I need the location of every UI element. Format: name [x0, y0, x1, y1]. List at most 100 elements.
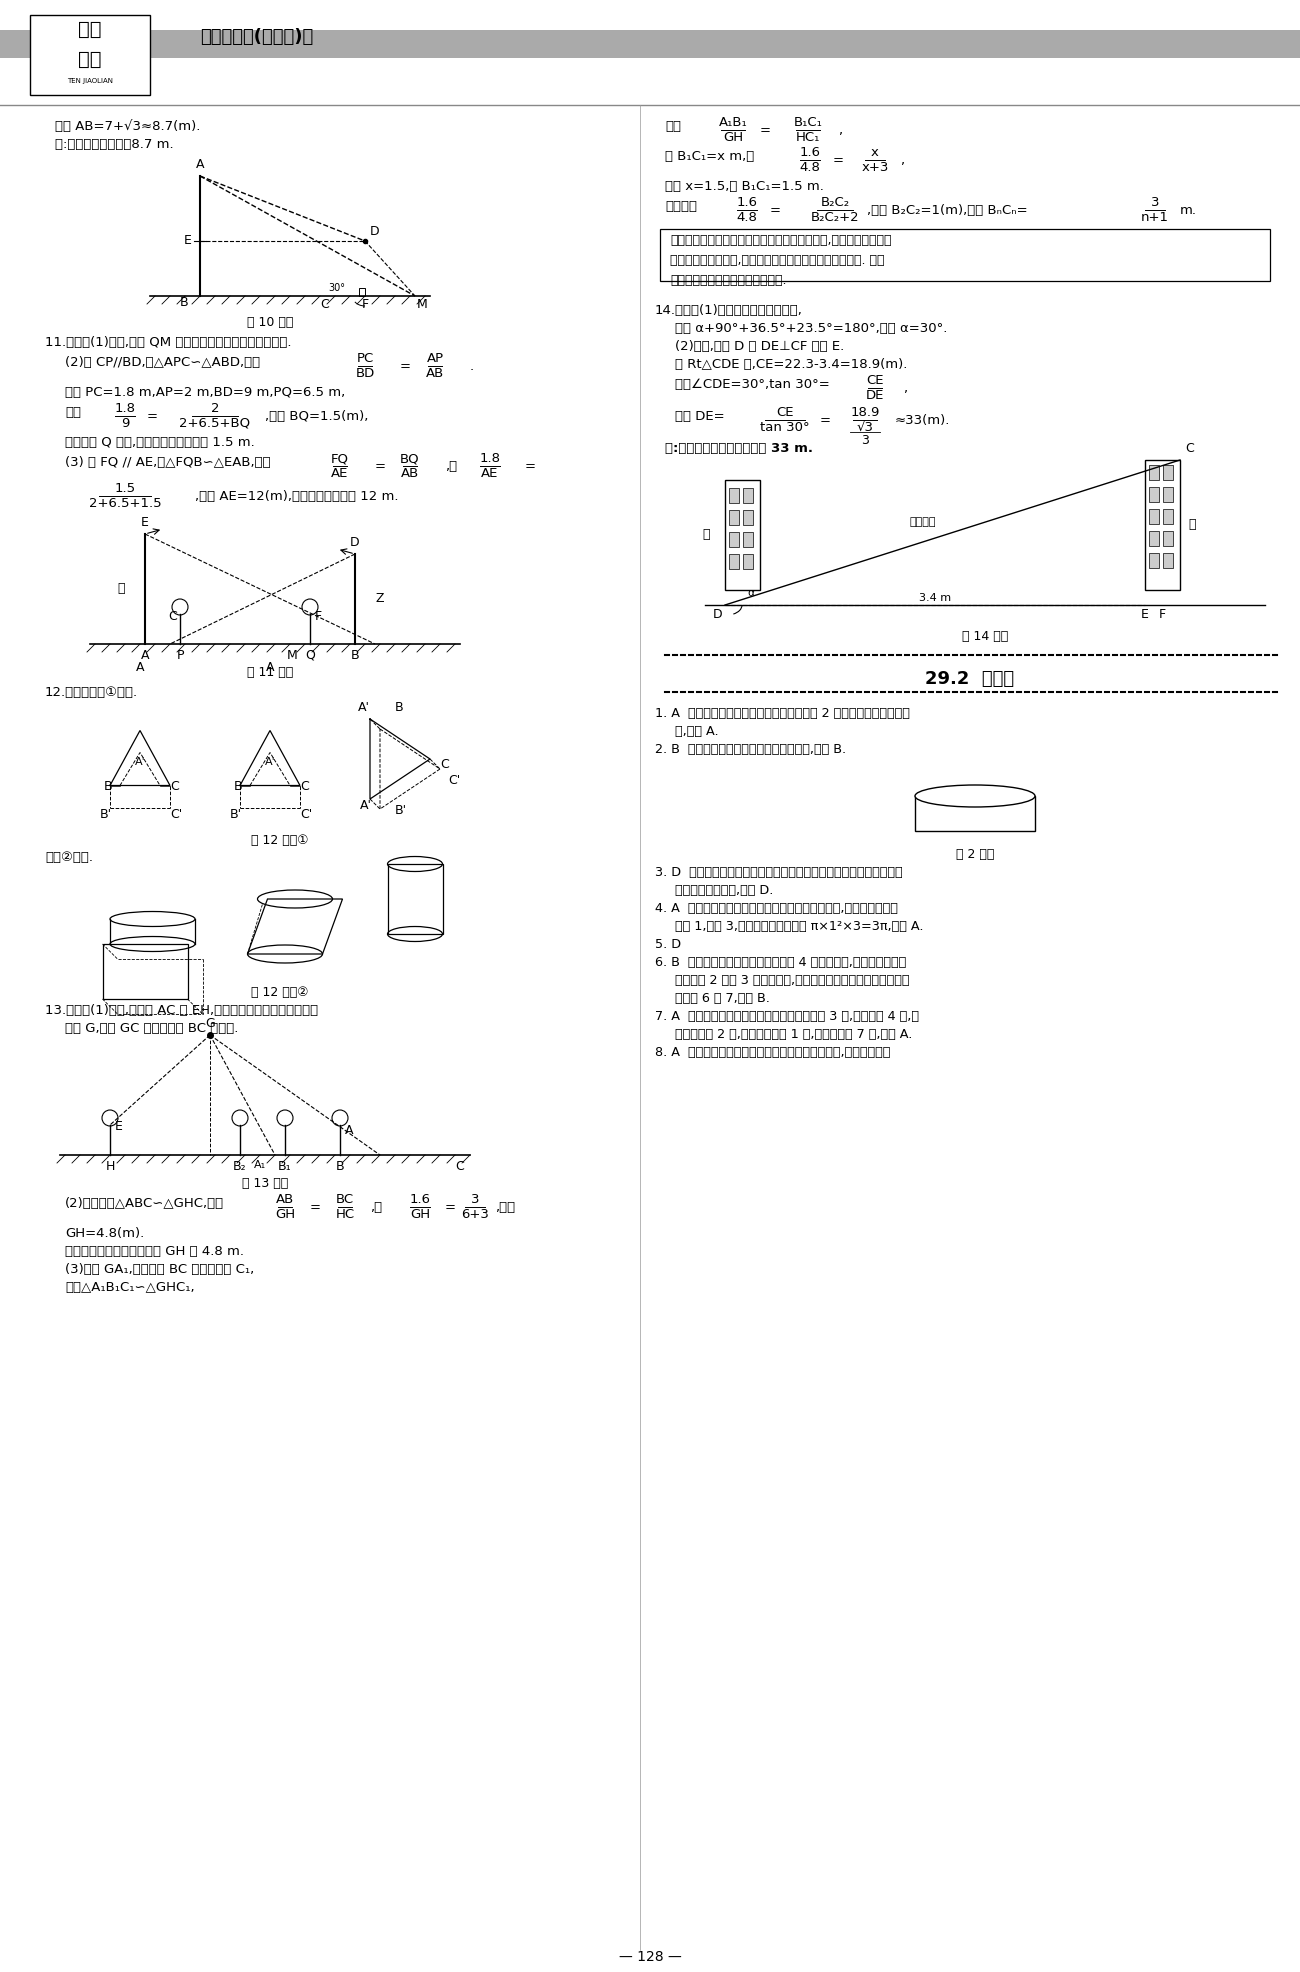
Text: 设 B₁C₁=x m,则: 设 B₁C₁=x m,则	[666, 150, 754, 164]
Text: C: C	[300, 781, 309, 793]
Text: F: F	[315, 609, 322, 623]
Text: 面一层是 2 个或 3 个小正方体,所以组成这个几何体的小正方体的: 面一层是 2 个或 3 个小正方体,所以组成这个几何体的小正方体的	[675, 974, 910, 988]
Text: m.: m.	[1180, 203, 1197, 217]
Text: M: M	[286, 649, 298, 663]
Text: ,解得 BQ=1.5(m),: ,解得 BQ=1.5(m),	[265, 410, 368, 424]
Text: 7. A  【解析】由题易得货架上摆放的方便面有 3 层,第一层有 4 盒,第: 7. A 【解析】由题易得货架上摆放的方便面有 3 层,第一层有 4 盒,第	[655, 1010, 919, 1023]
Bar	[729, 511, 738, 525]
Bar	[744, 511, 753, 525]
Text: 3.4 m: 3.4 m	[919, 594, 952, 603]
Bar	[387, 864, 442, 935]
Text: 九年级数学(人教版)下: 九年级数学(人教版)下	[200, 28, 313, 45]
Text: 解得 AB=7+√3≈8.7(m).: 解得 AB=7+√3≈8.7(m).	[55, 120, 200, 132]
Text: 11.【解】(1)如图,线段 QM 即为此时小明在路灯乙下的影子.: 11.【解】(1)如图,线段 QM 即为此时小明在路灯乙下的影子.	[46, 335, 291, 349]
Text: √3: √3	[857, 420, 874, 434]
Text: B: B	[104, 781, 112, 793]
Text: 柱与圆锥的组合体,故选 D.: 柱与圆锥的组合体,故选 D.	[675, 883, 774, 897]
Text: AB: AB	[276, 1193, 294, 1207]
Bar	[744, 487, 753, 503]
Text: 即小明在 Q 处时,在路灯甲下的影长为 1.5 m.: 即小明在 Q 处时,在路灯甲下的影长为 1.5 m.	[65, 436, 255, 450]
Text: B': B'	[395, 805, 407, 816]
Text: 1.8: 1.8	[114, 402, 135, 414]
Text: B: B	[351, 649, 359, 663]
Bar	[1149, 465, 1160, 479]
Text: 立的人都垂直于地面,所以可利用相似三角形求影子的长度. 本题: 立的人都垂直于地面,所以可利用相似三角形求影子的长度. 本题	[670, 254, 884, 266]
Text: B': B'	[230, 807, 242, 820]
Text: 1.5: 1.5	[114, 481, 135, 495]
Text: Q: Q	[306, 649, 315, 663]
Text: 如图②所示.: 如图②所示.	[46, 852, 94, 864]
Text: (2)由题意得△ABC∽△GHC,所以: (2)由题意得△ABC∽△GHC,所以	[65, 1197, 224, 1211]
Text: 6. B  【解析】从俯视图可得最底层有 4 个小正方体,由主视图可得上: 6. B 【解析】从俯视图可得最底层有 4 个小正方体,由主视图可得上	[655, 956, 906, 968]
Text: ,: ,	[903, 383, 907, 394]
Text: =: =	[147, 410, 159, 424]
Text: B: B	[335, 1160, 345, 1173]
Text: A': A'	[265, 757, 276, 767]
Text: GH: GH	[274, 1209, 295, 1221]
Text: A: A	[140, 649, 150, 663]
Text: tan 30°: tan 30°	[760, 420, 810, 434]
Text: n+1: n+1	[1141, 211, 1169, 225]
Text: 第 12 题图②: 第 12 题图②	[251, 986, 309, 1000]
Text: 第 12 题图①: 第 12 题图①	[251, 834, 309, 848]
Bar	[1149, 552, 1160, 568]
Text: A₁: A₁	[254, 1160, 266, 1169]
Text: A: A	[135, 661, 144, 674]
Text: =: =	[820, 414, 831, 428]
Text: 因为△A₁B₁C₁∽△GHC₁,: 因为△A₁B₁C₁∽△GHC₁,	[65, 1282, 195, 1294]
Text: x: x	[871, 146, 879, 160]
Bar	[1164, 487, 1173, 503]
Text: HC: HC	[335, 1209, 355, 1221]
Text: =: =	[309, 1201, 321, 1215]
Text: ,解得 AE=12(m),即路灯甲的高度为 12 m.: ,解得 AE=12(m),即路灯甲的高度为 12 m.	[195, 489, 399, 503]
Text: 第 13 题图: 第 13 题图	[242, 1177, 289, 1189]
Text: D: D	[370, 225, 380, 239]
Text: (2)由 CP//BD,得△APC∽△ABD,所以: (2)由 CP//BD,得△APC∽△ABD,所以	[65, 357, 260, 369]
Bar	[1164, 552, 1173, 568]
Text: =: =	[400, 361, 411, 373]
Text: 4.8: 4.8	[800, 162, 820, 174]
Text: 30°: 30°	[328, 284, 345, 294]
Text: 所以: 所以	[65, 406, 81, 418]
Text: F: F	[1158, 607, 1166, 621]
Text: AP: AP	[426, 351, 443, 365]
Text: 乙: 乙	[1188, 519, 1196, 532]
Text: B: B	[179, 296, 188, 310]
Text: E: E	[142, 517, 150, 528]
Text: BQ: BQ	[400, 452, 420, 465]
Text: 所以: 所以	[666, 120, 681, 132]
Text: A': A'	[135, 757, 146, 767]
Text: 1.6: 1.6	[737, 195, 758, 209]
Text: 即路灯灯泡距离地面的高度 GH 为 4.8 m.: 即路灯灯泡距离地面的高度 GH 为 4.8 m.	[65, 1244, 244, 1258]
Text: E: E	[185, 235, 192, 248]
Text: 1.8: 1.8	[480, 452, 500, 465]
Text: AB: AB	[400, 467, 419, 479]
Text: 【提分关键】本题是探究路灯下影长的变化规律,因为路灯灯杆和站: 【提分关键】本题是探究路灯下影长的变化规律,因为路灯灯杆和站	[670, 235, 892, 246]
Bar	[744, 532, 753, 546]
Text: 所以 DE=: 所以 DE=	[675, 410, 724, 424]
Bar	[30, 16, 150, 95]
Text: 2+6.5+1.5: 2+6.5+1.5	[88, 497, 161, 511]
Text: (2)如图,过点 D 作 DE⊥CF 于点 E.: (2)如图,过点 D 作 DE⊥CF 于点 E.	[675, 339, 844, 353]
Text: 形,故选 A.: 形,故选 A.	[675, 726, 719, 738]
Text: M: M	[417, 298, 428, 312]
Text: DE: DE	[866, 388, 884, 402]
Text: BC: BC	[335, 1193, 354, 1207]
Text: GH: GH	[410, 1209, 430, 1221]
Text: 12.【解】如图①所示.: 12.【解】如图①所示.	[46, 686, 138, 698]
Text: 2: 2	[211, 402, 220, 414]
Text: 答:电线杆的高度约为8.7 m.: 答:电线杆的高度约为8.7 m.	[55, 138, 174, 152]
Text: 提分: 提分	[78, 20, 101, 39]
Text: ,即: ,即	[445, 459, 458, 473]
Text: G: G	[205, 1018, 214, 1029]
Text: 所以 α+90°+36.5°+23.5°=180°,解得 α=30°.: 所以 α+90°+36.5°+23.5°=180°,解得 α=30°.	[675, 321, 948, 335]
Text: 1. A  【解析】从上面往下面看可得到一个由 2 个小正方形组成的长方: 1. A 【解析】从上面往下面看可得到一个由 2 个小正方形组成的长方	[655, 708, 910, 720]
Text: HC₁: HC₁	[796, 130, 820, 144]
Text: F: F	[361, 298, 369, 312]
Text: 1.6: 1.6	[800, 146, 820, 160]
Bar	[103, 945, 187, 1000]
Text: =: =	[760, 124, 771, 136]
Text: ,解得 B₂C₂=1(m),所以 BₙCₙ=: ,解得 B₂C₂=1(m),所以 BₙCₙ=	[867, 203, 1027, 217]
Text: D: D	[350, 536, 360, 548]
Text: α: α	[747, 588, 754, 598]
